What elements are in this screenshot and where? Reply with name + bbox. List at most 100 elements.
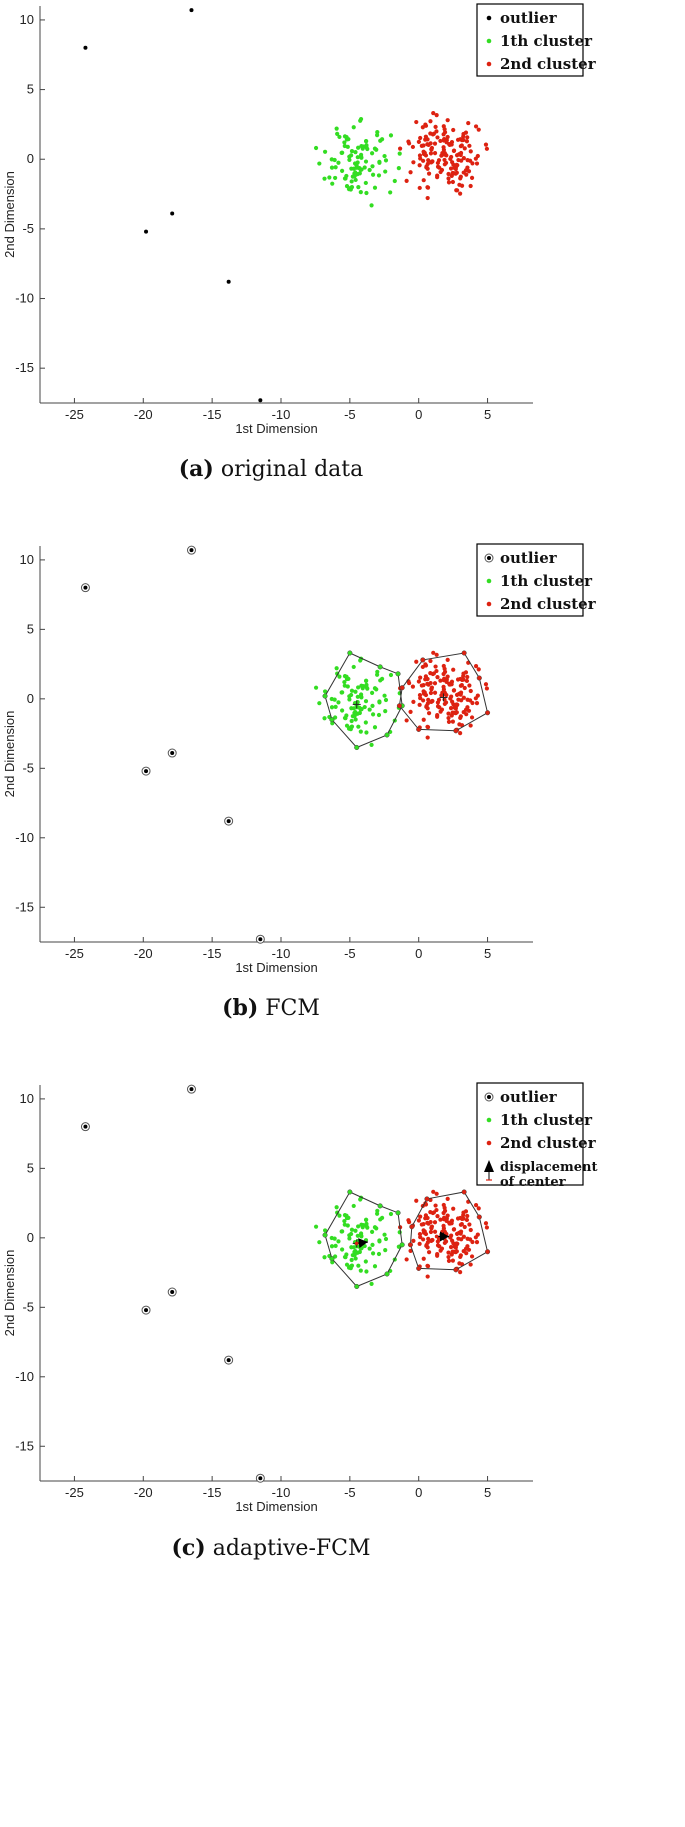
cluster-2-point (442, 157, 447, 163)
cluster-2-point (441, 1223, 446, 1228)
cluster-2-point (434, 129, 439, 134)
legend-label: displacement (500, 1160, 597, 1175)
cluster-2-point (475, 1232, 480, 1237)
legend: outlier 1th cluster 2nd cluster displacemen… (476, 1082, 597, 1190)
cluster-2-point (448, 1235, 453, 1240)
cluster-2-point (425, 142, 430, 147)
cluster-2-point (426, 158, 431, 163)
cluster-2-point (463, 1209, 469, 1214)
cluster-2-point (436, 697, 442, 702)
cluster-2-point (442, 162, 447, 167)
cluster-2-point (446, 1254, 451, 1260)
cluster-2-point (450, 719, 456, 724)
cluster-1-point (357, 705, 362, 710)
y-tick-label: 0 (27, 1230, 34, 1245)
cluster-2-point (408, 170, 413, 175)
cluster-1-point (349, 179, 354, 184)
hull-vertex-point (322, 693, 328, 699)
caption-label: (b) (222, 995, 258, 1021)
cluster-2-point (455, 188, 460, 193)
cluster-2-point (432, 690, 438, 695)
old-center-point (434, 1234, 439, 1239)
cluster-2-point (448, 156, 453, 162)
cluster-1-point (346, 187, 352, 192)
cluster-2-point (418, 696, 423, 701)
cluster-1-point (344, 713, 349, 718)
cluster-2-point (473, 664, 479, 669)
hull-vertex-point (416, 1265, 422, 1271)
outlier-point (144, 1308, 149, 1313)
hull-vertex-point (377, 664, 383, 670)
cluster-2-point (428, 119, 433, 124)
outlier-point (258, 398, 263, 403)
cluster-2-point (423, 674, 428, 679)
hull-vertex-point (399, 1242, 405, 1248)
cluster-1-point (370, 1251, 376, 1256)
y-tick-label: -10 (15, 1369, 34, 1384)
x-tick-label: -25 (65, 407, 84, 422)
cluster-2-point (474, 1240, 480, 1245)
cluster-1-point (356, 185, 361, 190)
outlier-point (170, 211, 175, 216)
cluster-2-point (467, 143, 472, 148)
cluster-2-point (434, 1191, 439, 1196)
cluster-2-point (423, 123, 429, 128)
cluster-2-point (474, 161, 480, 166)
cluster-2-point (442, 669, 448, 674)
y-tick-label: -5 (22, 221, 34, 236)
hull-vertex-point (395, 1210, 401, 1216)
cluster-1-point (383, 1236, 389, 1242)
displacement-arrow-head (439, 1231, 449, 1242)
cluster-2-point (434, 668, 439, 674)
legend-marker (486, 1140, 492, 1146)
cluster-2-point (468, 183, 473, 189)
cluster-2-point (465, 1213, 470, 1219)
cluster-1-point (350, 174, 355, 179)
y-axis-label: 2nd Dimension (2, 171, 17, 258)
cluster-2-point (404, 1257, 409, 1262)
cluster-1-point (370, 703, 375, 708)
legend-marker (486, 601, 492, 607)
cluster-2 (398, 650, 490, 740)
hull-vertex-point (322, 1232, 328, 1238)
cluster-1-point (353, 150, 358, 155)
hull-vertex-point (395, 671, 401, 677)
cluster-1-point (346, 726, 352, 731)
cluster-2-point (423, 1213, 428, 1218)
cluster-1-point (347, 157, 352, 162)
y-tick-label: 10 (20, 1091, 34, 1106)
cluster-1-point (350, 1253, 355, 1258)
cluster-1-point (342, 1218, 347, 1224)
cluster-2-point (417, 185, 422, 191)
cluster-2-point (419, 1222, 424, 1227)
cluster-1-point (334, 666, 339, 671)
x-tick-label: -5 (344, 1485, 356, 1500)
cluster-2-point (438, 169, 443, 175)
cluster-1-point (356, 1263, 361, 1268)
legend-label: of center (500, 1175, 566, 1190)
cluster-2-point (484, 146, 490, 151)
cluster-1-point (378, 138, 383, 143)
cluster-2-point (428, 658, 433, 664)
legend-marker (487, 1095, 491, 1099)
legend-label: outlier (500, 9, 558, 27)
cluster-2-point (423, 153, 429, 158)
cluster-2-point (414, 119, 419, 125)
cluster-1-point (336, 700, 341, 705)
cluster-2-point (474, 701, 480, 706)
outlier-point (226, 819, 231, 824)
hull-vertex-point (347, 650, 353, 656)
outlier-point (83, 585, 88, 590)
outlier-point (226, 279, 231, 284)
cluster-2-point (454, 1231, 460, 1236)
y-tick-label: 10 (20, 552, 34, 567)
cluster-2-point (423, 692, 429, 698)
cluster-2-point (398, 146, 403, 151)
cluster-1-point (382, 1232, 387, 1237)
caption-label: (c) (172, 1535, 206, 1561)
cluster-2-point (435, 714, 440, 719)
outlier-point (144, 769, 149, 774)
x-tick-label: -5 (344, 946, 356, 961)
cluster-1-point (322, 689, 328, 694)
cluster-1-point (388, 133, 394, 138)
